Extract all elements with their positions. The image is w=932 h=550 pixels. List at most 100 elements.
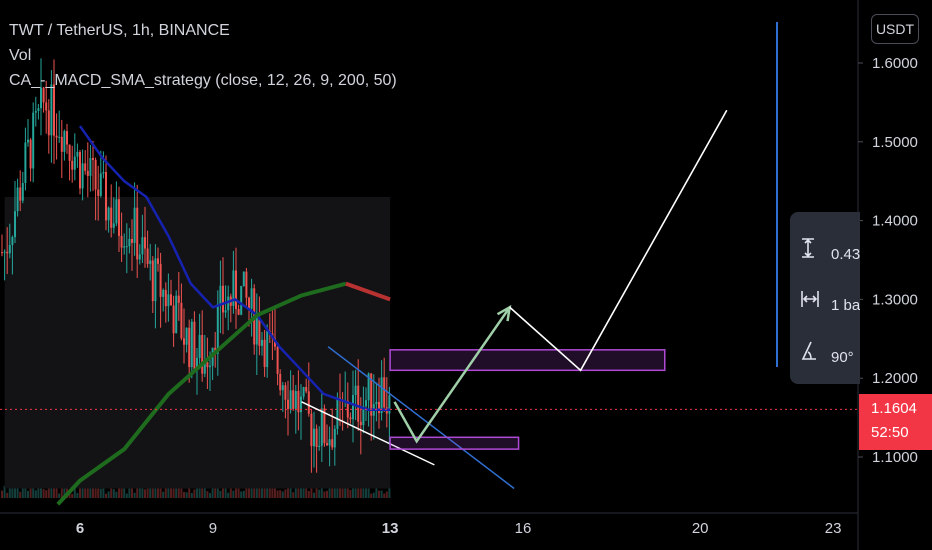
candle-body	[307, 391, 310, 414]
candle-body	[185, 327, 188, 345]
y-tick-label: 1.1000	[872, 449, 918, 466]
volume-bar	[209, 493, 211, 498]
volume-bar	[66, 482, 68, 498]
x-tick-label: 23	[825, 520, 842, 537]
candle-body	[190, 321, 193, 368]
volume-bar	[240, 491, 243, 498]
volume-bar	[71, 493, 74, 498]
volume-bar	[268, 482, 271, 498]
volume-bar	[164, 486, 167, 498]
candle-body	[302, 387, 305, 397]
volume-bar	[289, 481, 292, 498]
candle-body	[19, 187, 22, 201]
volume-bar	[198, 483, 201, 498]
volume-bar	[331, 482, 334, 498]
volume-bar	[375, 487, 378, 498]
volume-bar	[151, 481, 154, 498]
candle-body	[99, 173, 102, 196]
volume-bar	[318, 489, 321, 498]
volume-bar	[339, 484, 341, 498]
volume-bar	[73, 480, 76, 498]
volume-bar	[372, 492, 375, 498]
volume-bar	[211, 483, 214, 498]
volume-bar	[203, 487, 206, 498]
volume-bars	[1, 451, 391, 498]
volume-indicator-label[interactable]: Vol	[9, 47, 32, 64]
volume-bar	[50, 485, 53, 498]
volume-bar	[323, 491, 326, 498]
candle-body	[383, 377, 386, 408]
volume-bar	[81, 486, 84, 498]
candle-body	[216, 303, 219, 354]
volume-bar	[21, 481, 24, 498]
range-arrows-icon	[800, 237, 822, 267]
volume-bar	[24, 485, 27, 498]
volume-bar	[227, 492, 230, 498]
volume-bar	[378, 490, 380, 498]
candle-body	[227, 296, 230, 311]
volume-bar	[170, 485, 172, 498]
volume-bar	[107, 491, 110, 498]
volume-bar	[97, 486, 100, 498]
volume-bar	[263, 482, 266, 498]
candle-body	[292, 390, 295, 409]
candle-body	[79, 151, 81, 189]
volume-bar	[354, 488, 357, 498]
candle-body	[255, 317, 258, 345]
volume-bar	[326, 490, 328, 498]
volume-bar	[133, 492, 136, 498]
volume-bar	[261, 481, 263, 498]
volume-bar	[365, 480, 367, 498]
candle-body	[209, 365, 211, 368]
candle-body	[53, 84, 55, 136]
candle-body	[266, 330, 269, 367]
candle-body	[81, 163, 84, 189]
candle-body	[235, 270, 237, 309]
candle-body	[11, 237, 14, 245]
candle-body	[263, 339, 266, 367]
volume-bar	[115, 491, 118, 498]
current-price-tag: 1.1604 52:50	[859, 394, 932, 450]
candle-body	[40, 87, 42, 109]
volume-bar	[216, 483, 219, 498]
volume-bar	[219, 490, 222, 498]
strategy-label[interactable]: CA_-_MACD_SMA_strategy (close, 12, 26, 9…	[9, 72, 397, 89]
candle-body	[115, 199, 118, 224]
candle-body	[107, 207, 110, 221]
candle-body	[323, 408, 326, 444]
candle-body	[66, 131, 68, 145]
volume-bar	[68, 492, 71, 498]
symbol-title[interactable]: TWT / TetherUS, 1h, BINANCE	[9, 22, 230, 39]
volume-bar	[29, 484, 32, 498]
volume-bar	[6, 492, 9, 498]
volume-bar	[84, 481, 87, 498]
candle-body	[151, 260, 154, 302]
candle-body	[328, 439, 331, 446]
candle-body	[84, 163, 87, 171]
candle-body	[237, 308, 240, 315]
candle-body	[219, 285, 222, 304]
candle-body	[305, 387, 308, 392]
y-tick-label: 1.5000	[872, 134, 918, 151]
candle-body	[71, 160, 74, 170]
volume-bar	[196, 487, 198, 498]
strategy-background	[4, 196, 391, 489]
drawings-layer	[0, 22, 858, 490]
candle-body	[357, 385, 360, 422]
volume-bar	[37, 483, 40, 498]
candle-body	[97, 189, 100, 196]
candle-body	[105, 172, 107, 221]
candle-body	[42, 87, 45, 103]
volume-bar	[235, 488, 237, 498]
candle-body	[68, 144, 71, 161]
resistance-trendline	[327, 346, 515, 490]
currency-button[interactable]: USDT	[871, 14, 919, 44]
volume-bar	[237, 483, 240, 498]
angle-icon	[800, 340, 822, 370]
x-tick-label: 6	[76, 520, 84, 537]
candle-body	[367, 373, 370, 401]
candle-body	[331, 439, 334, 448]
candle-body	[177, 295, 180, 303]
projection-path-white	[509, 109, 728, 372]
